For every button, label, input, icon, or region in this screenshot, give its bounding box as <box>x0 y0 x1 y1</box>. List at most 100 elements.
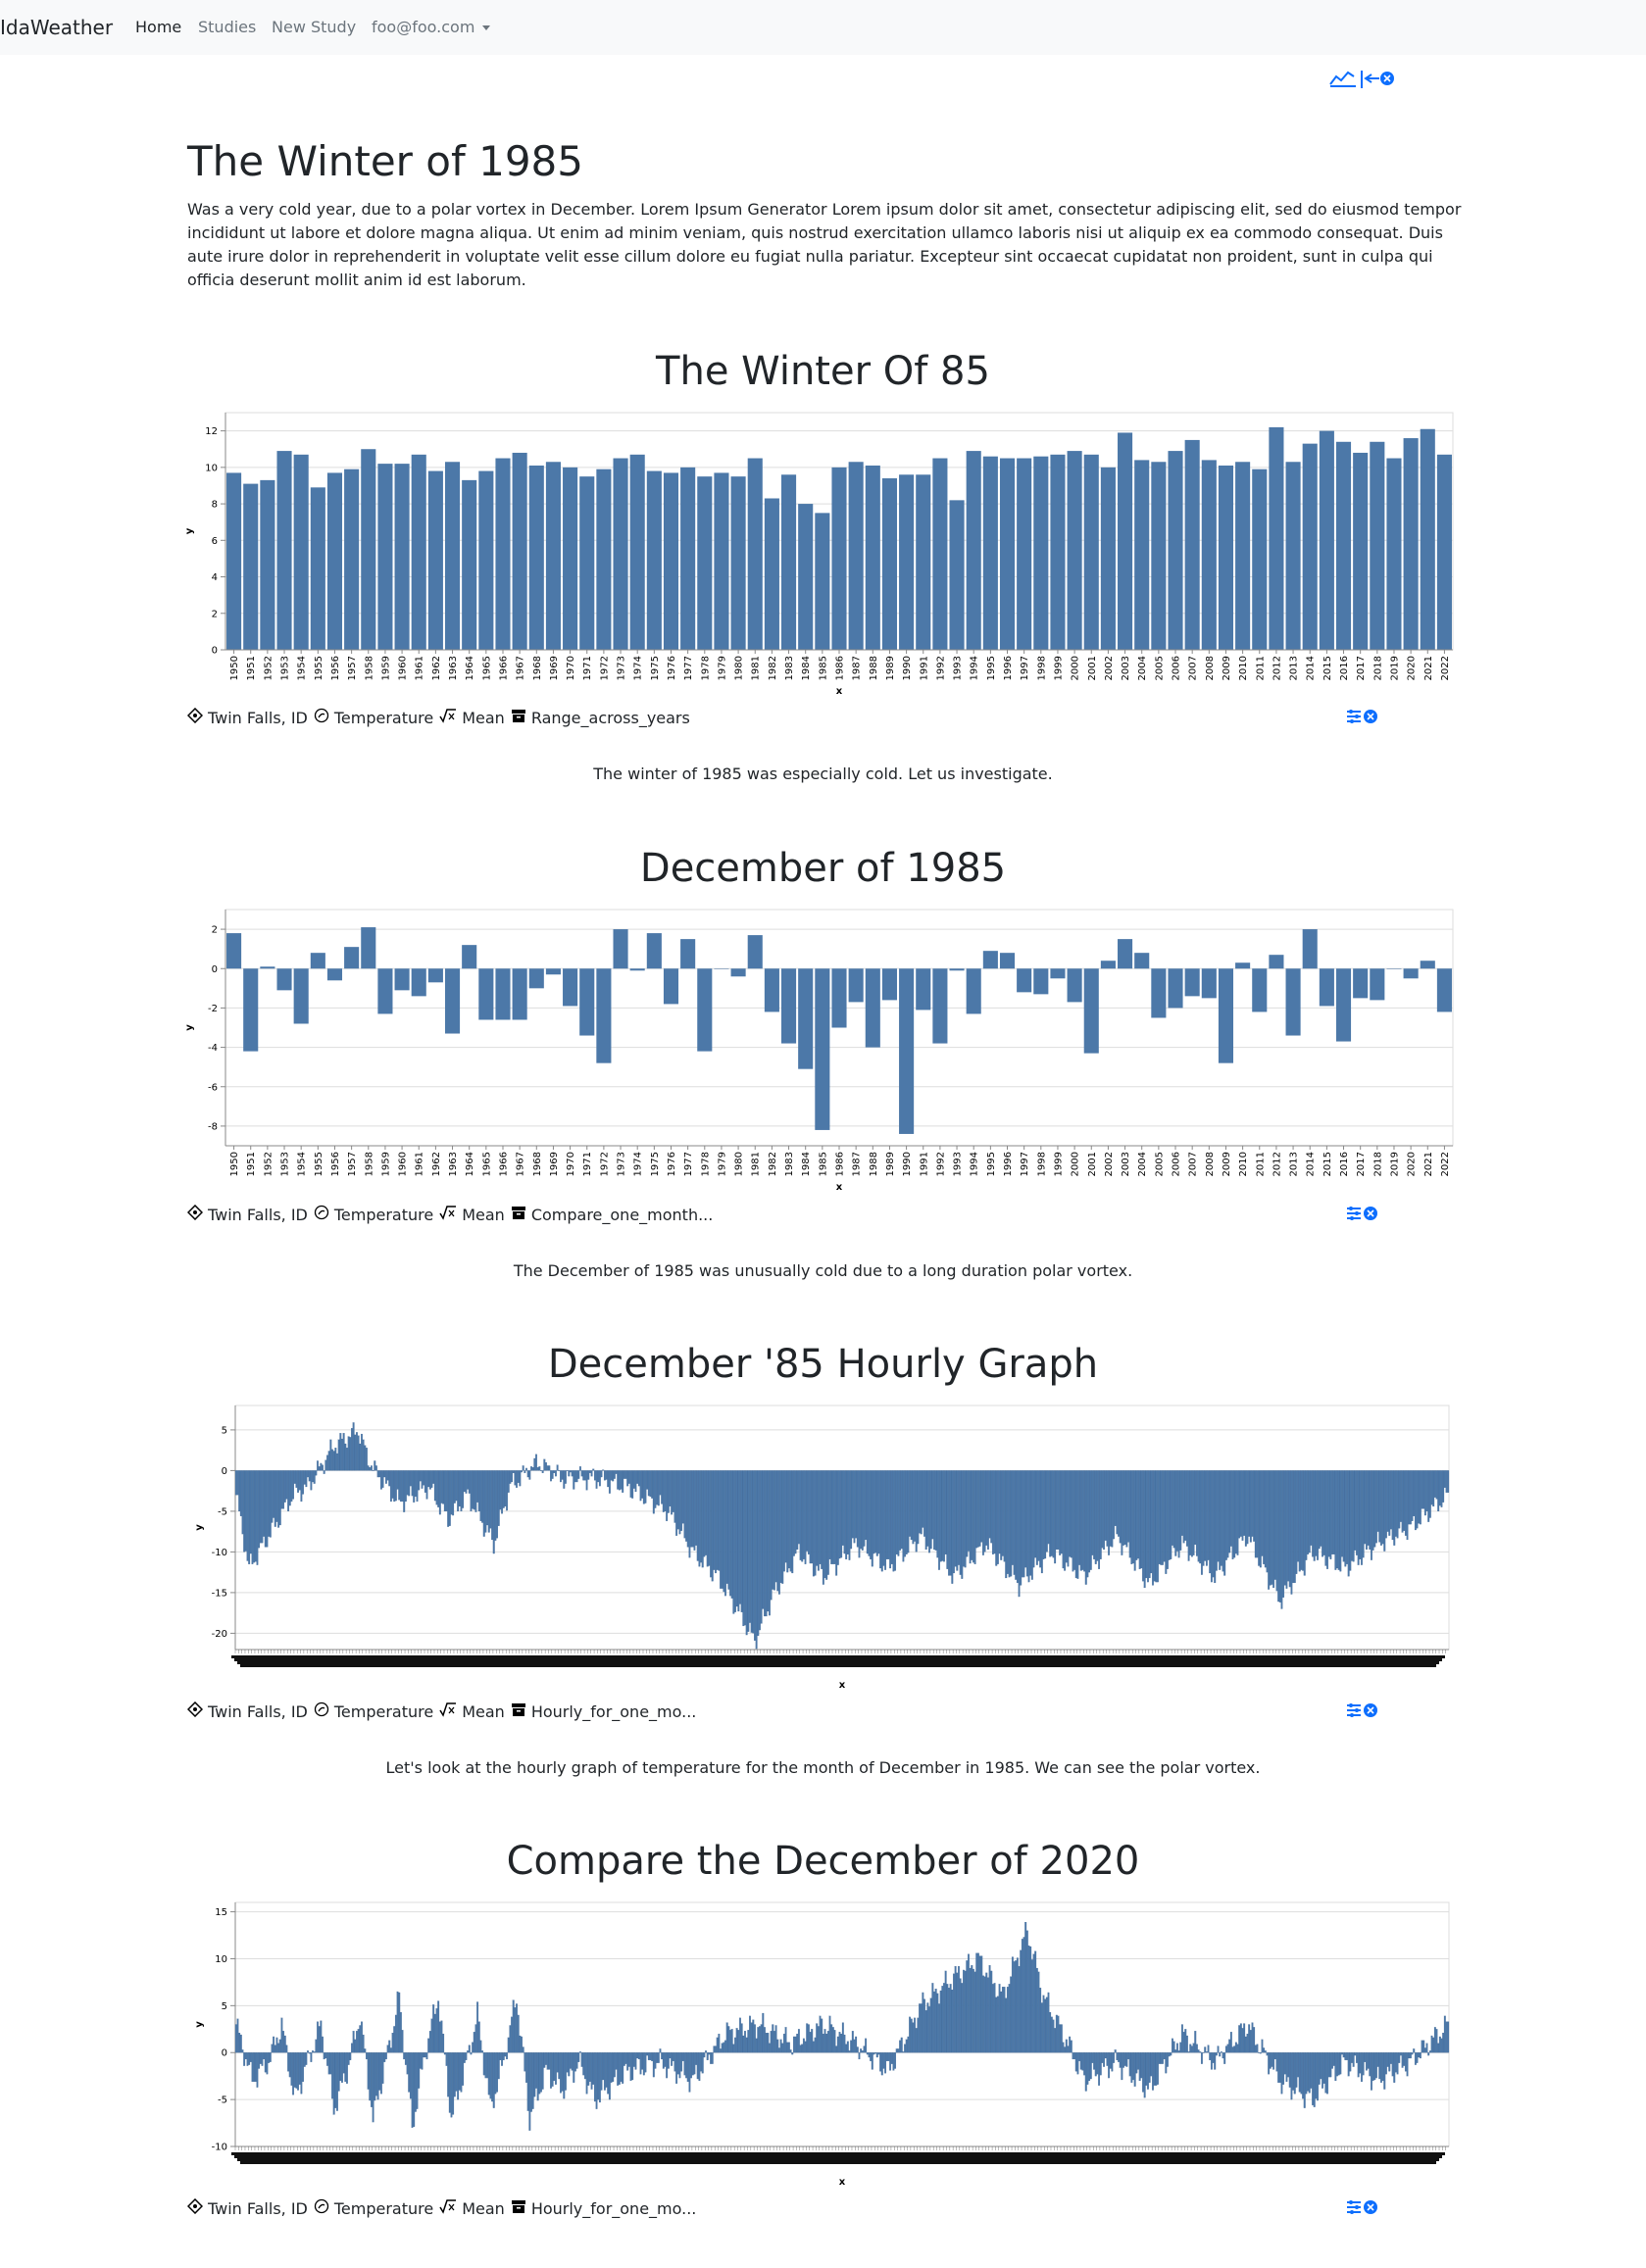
bar <box>275 2037 278 2053</box>
bar <box>462 1470 465 1508</box>
bar <box>1147 1470 1149 1583</box>
nav-user-dropdown[interactable]: foo@foo.com <box>372 18 491 36</box>
sliders-close-icon[interactable] <box>1345 1203 1380 1224</box>
bar <box>770 1470 773 1601</box>
study-type-label[interactable]: Compare_one_month... <box>530 1205 714 1224</box>
bar <box>533 2052 536 2097</box>
bar <box>662 1470 665 1512</box>
bar <box>1347 1470 1350 1577</box>
bar <box>980 1955 983 2053</box>
bar <box>1016 1470 1019 1584</box>
study-type-label[interactable]: Range_across_years <box>530 708 690 727</box>
bar <box>1130 2052 1133 2083</box>
x-tick-label: 1980 <box>734 656 745 680</box>
bar <box>444 968 461 1034</box>
bar <box>649 2052 652 2060</box>
bar <box>1222 1470 1224 1572</box>
bar <box>1025 1470 1028 1577</box>
bar <box>1248 2024 1251 2053</box>
nav-new-study[interactable]: New Study <box>272 18 357 36</box>
x-tick-label: 2001 <box>1087 1152 1098 1176</box>
bar <box>968 1953 970 2053</box>
bar <box>1098 2052 1101 2086</box>
bar <box>812 2041 815 2053</box>
section-tools[interactable] <box>1345 1700 1380 1721</box>
bar <box>654 2052 657 2069</box>
study-type-label[interactable]: Hourly_for_one_mo... <box>530 2198 697 2218</box>
bar <box>701 2052 704 2074</box>
bar <box>632 2052 635 2067</box>
bar <box>1181 2024 1183 2053</box>
bar <box>1236 2044 1239 2053</box>
bar <box>882 1470 885 1566</box>
nav-studies[interactable]: Studies <box>198 18 257 36</box>
chart-collapse-icon[interactable] <box>1328 67 1397 90</box>
nav-home[interactable]: Home <box>135 18 182 36</box>
bar <box>438 1470 441 1515</box>
bar <box>1060 1470 1063 1554</box>
bar <box>624 2052 627 2064</box>
bar <box>729 1470 731 1597</box>
bar <box>1184 439 1200 650</box>
bar <box>496 2052 499 2093</box>
bar <box>764 2027 766 2053</box>
bar <box>1128 1470 1131 1558</box>
sliders-close-icon[interactable] <box>1345 2196 1380 2218</box>
bar <box>369 2052 372 2101</box>
section-tools[interactable] <box>1345 2196 1380 2218</box>
bar <box>874 1470 877 1553</box>
brand-logo[interactable]: IdaWeather <box>0 16 114 39</box>
y-axis: -8-6-4-202 <box>208 925 225 1132</box>
bar <box>1275 1470 1278 1592</box>
bar <box>730 1470 733 1599</box>
bar <box>361 927 376 969</box>
sliders-close-icon[interactable] <box>1345 1700 1380 1721</box>
bar <box>1263 2047 1266 2053</box>
section-tools[interactable] <box>1345 706 1380 727</box>
x-tick-label: 1955 <box>314 656 324 680</box>
bar <box>398 1470 401 1501</box>
bar <box>826 2031 829 2053</box>
study-type-label[interactable]: Hourly_for_one_mo... <box>530 1701 697 1721</box>
bar <box>693 1470 696 1551</box>
section-tools[interactable] <box>1345 1203 1380 1224</box>
bar <box>442 2033 445 2053</box>
bar <box>244 1470 247 1552</box>
bar <box>1118 1470 1120 1537</box>
x-tick-label: 1992 <box>935 656 946 680</box>
crosshair-icon <box>186 1204 204 1224</box>
bar <box>1162 2052 1164 2064</box>
sliders-close-icon[interactable] <box>1345 706 1380 727</box>
bar <box>1244 2036 1247 2053</box>
sqrt-icon <box>439 1205 457 1224</box>
bar <box>550 1470 552 1482</box>
bar <box>246 2052 249 2066</box>
bar <box>889 1470 892 1569</box>
x-tick-label: 2013 <box>1289 1152 1300 1176</box>
x-tick-label: 1983 <box>784 1152 795 1176</box>
x-tick-label: 1978 <box>700 1152 711 1176</box>
bar <box>923 1998 925 2053</box>
bar <box>781 474 797 650</box>
bar <box>1142 2052 1144 2093</box>
bar <box>1121 2052 1123 2081</box>
bar <box>545 1461 547 1471</box>
bar <box>568 1470 571 1477</box>
y-tick-label: -2 <box>208 1004 218 1014</box>
bar <box>399 1470 402 1503</box>
bar <box>462 2052 465 2086</box>
bar <box>293 2052 296 2088</box>
x-axis-title: x <box>839 1680 846 1691</box>
bar <box>1042 1470 1045 1559</box>
bar <box>509 2025 512 2053</box>
bar <box>1445 2021 1448 2053</box>
bar <box>1259 1470 1262 1568</box>
bar <box>1268 2052 1271 2075</box>
bar <box>354 2039 357 2053</box>
y-tick-label: -4 <box>208 1043 218 1054</box>
bar <box>971 1470 973 1560</box>
x-axis: 1950 1951 1952 1953 1954 1955 1956 1957 1958 1959… <box>229 1146 1451 1176</box>
bar <box>1235 962 1251 969</box>
bar <box>421 2052 424 2070</box>
bar <box>386 2045 389 2053</box>
